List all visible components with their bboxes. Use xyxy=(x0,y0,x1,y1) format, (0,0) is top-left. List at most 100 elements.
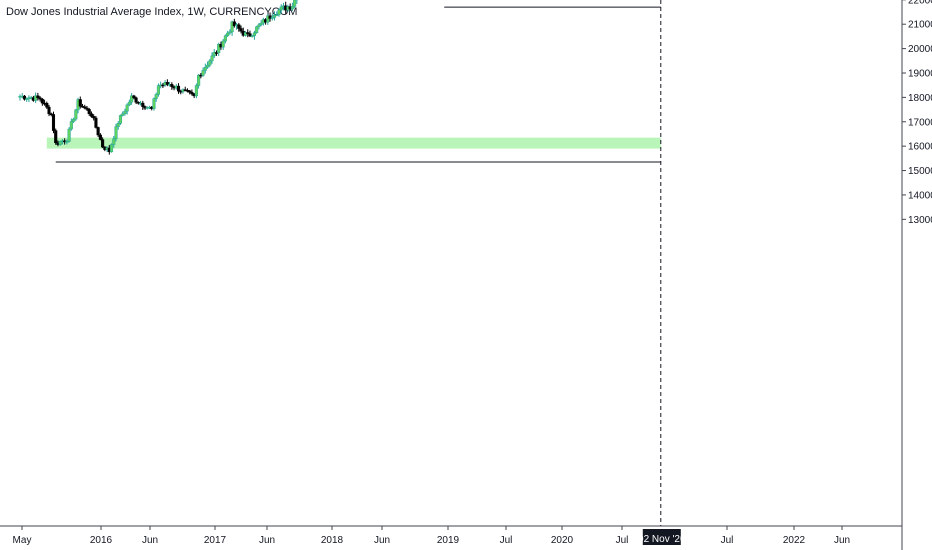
candle-body xyxy=(203,66,207,71)
candle-body xyxy=(67,128,71,142)
candle-body xyxy=(118,115,123,124)
candle-body xyxy=(228,31,232,34)
candle-body xyxy=(217,43,221,53)
candle-body xyxy=(89,113,93,117)
candle-body xyxy=(290,6,294,10)
candle-body xyxy=(72,118,76,122)
candle-body xyxy=(123,110,127,115)
candle-body xyxy=(96,127,100,136)
candle-body xyxy=(94,117,98,128)
candle-body xyxy=(109,144,114,153)
candle-body xyxy=(156,85,160,95)
candle-body xyxy=(275,14,279,16)
price-tick-label: 13000 xyxy=(908,215,932,226)
candle-body xyxy=(125,104,129,112)
candle-body xyxy=(85,107,89,110)
candle-body xyxy=(136,102,140,104)
candle-body xyxy=(239,28,243,32)
candle-body xyxy=(74,109,78,120)
candle-body xyxy=(237,24,241,29)
candle-body xyxy=(58,141,62,145)
candle-body xyxy=(205,64,210,68)
candle-body xyxy=(272,14,277,18)
price-tick-label: 22000 xyxy=(908,0,932,6)
candle-body xyxy=(114,126,118,140)
time-tick-label: 2019 xyxy=(437,535,460,546)
time-tick-label: 2017 xyxy=(204,535,227,546)
candle-body xyxy=(116,123,120,127)
candle-body xyxy=(190,92,194,95)
candle-body xyxy=(78,99,82,107)
candle-body xyxy=(40,98,44,104)
time-tick-label: Jun xyxy=(142,535,158,546)
candle-body xyxy=(92,116,96,119)
candle-body xyxy=(246,32,250,34)
candle-body xyxy=(210,55,214,62)
candle-body xyxy=(65,141,69,143)
time-tick-label: May xyxy=(13,535,32,546)
candle-body xyxy=(223,35,227,42)
candle-body xyxy=(208,60,212,66)
candle-body xyxy=(154,94,158,99)
candle-body xyxy=(127,101,131,106)
candle-body xyxy=(134,97,138,103)
time-tick-label: 2016 xyxy=(90,535,113,546)
time-tick-label: Jul xyxy=(500,535,513,546)
crosshair-date-bg xyxy=(642,529,681,545)
candle-body xyxy=(121,113,125,116)
price-tick-label: 17000 xyxy=(908,117,932,128)
candle-body xyxy=(230,21,234,33)
time-tick-label: Jun xyxy=(834,535,850,546)
candle-body xyxy=(252,32,256,36)
price-tick-label: 14000 xyxy=(908,190,932,201)
candle-body xyxy=(25,98,29,100)
candle-body xyxy=(279,6,283,11)
candle-body xyxy=(221,40,225,48)
candle-body xyxy=(194,85,198,97)
candle-body xyxy=(45,102,49,108)
candle-body xyxy=(38,97,42,100)
candle-body xyxy=(87,109,91,114)
chart-title: Dow Jones Industrial Average Index, 1W, … xyxy=(6,6,298,18)
candle-body xyxy=(257,24,261,28)
candle-body xyxy=(226,32,230,36)
time-tick-label: Jun xyxy=(374,535,390,546)
candle-body xyxy=(152,98,156,109)
candle-body xyxy=(165,82,169,85)
candle-body xyxy=(266,15,270,23)
candle-body xyxy=(201,70,205,76)
candle-body xyxy=(214,52,219,54)
price-tick-label: 21000 xyxy=(908,20,932,31)
candle-body xyxy=(277,9,281,15)
candle-body xyxy=(83,106,87,109)
candle-body xyxy=(112,138,116,145)
candle-body xyxy=(132,95,136,99)
candle-body xyxy=(250,35,254,37)
price-axis-panel xyxy=(902,0,932,550)
candle-body xyxy=(170,84,174,87)
candle-body xyxy=(69,121,73,130)
candle-body xyxy=(197,74,201,86)
time-tick-label: 2022 xyxy=(783,535,806,546)
price-tick-label: 19000 xyxy=(908,68,932,79)
candle-body xyxy=(161,84,165,87)
candle-body xyxy=(98,134,102,140)
candle-body xyxy=(243,32,248,36)
candle-body xyxy=(188,90,192,93)
time-tick-label: Jul xyxy=(616,535,629,546)
candle-body xyxy=(255,26,259,34)
candle-body xyxy=(268,15,272,19)
candle-body xyxy=(54,130,58,144)
candle-body xyxy=(293,0,297,7)
candle-body xyxy=(101,139,105,148)
candle-body xyxy=(248,33,252,37)
price-tick-label: 16000 xyxy=(908,142,932,153)
candle-body xyxy=(259,22,263,26)
candle-body xyxy=(141,102,145,107)
time-tick-label: 2020 xyxy=(551,535,574,546)
time-tick-label: Jul xyxy=(721,535,734,546)
candle-body xyxy=(212,52,216,57)
candle-body xyxy=(51,114,56,131)
candle-body xyxy=(232,21,236,27)
